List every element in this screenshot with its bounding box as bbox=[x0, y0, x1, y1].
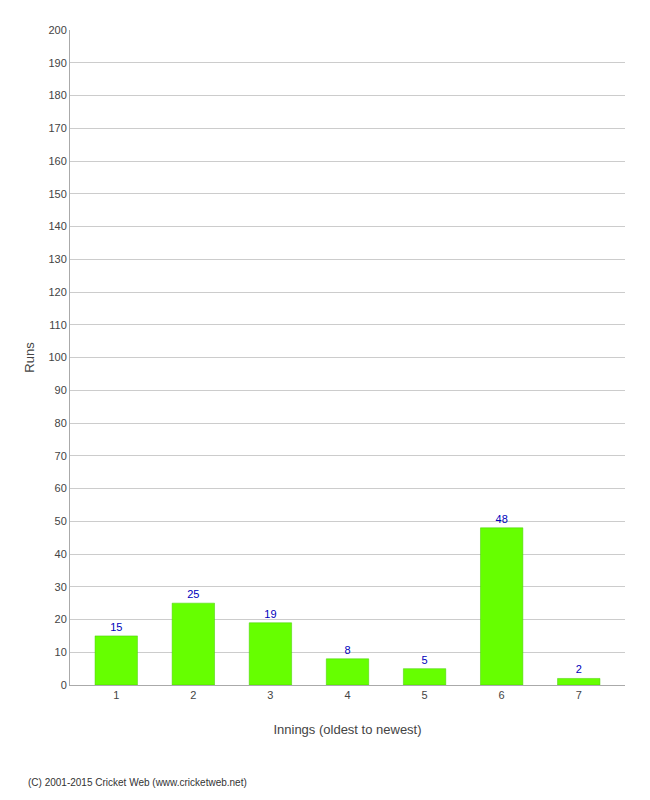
svg-text:(C) 2001-2015 Cricket Web (www: (C) 2001-2015 Cricket Web (www.cricketwe… bbox=[28, 777, 247, 788]
svg-text:2: 2 bbox=[190, 689, 196, 701]
svg-text:30: 30 bbox=[55, 581, 67, 593]
svg-text:0: 0 bbox=[61, 679, 67, 691]
svg-text:2: 2 bbox=[576, 663, 582, 675]
svg-text:6: 6 bbox=[499, 689, 505, 701]
svg-text:50: 50 bbox=[55, 515, 67, 527]
svg-text:80: 80 bbox=[55, 417, 67, 429]
svg-text:7: 7 bbox=[576, 689, 582, 701]
svg-text:160: 160 bbox=[48, 155, 66, 167]
svg-text:180: 180 bbox=[48, 89, 66, 101]
svg-text:Innings (oldest to newest): Innings (oldest to newest) bbox=[273, 722, 421, 737]
svg-text:120: 120 bbox=[48, 286, 66, 298]
svg-text:4: 4 bbox=[344, 689, 350, 701]
svg-text:200: 200 bbox=[48, 24, 66, 36]
svg-text:Runs: Runs bbox=[22, 342, 37, 373]
svg-text:130: 130 bbox=[48, 253, 66, 265]
svg-text:5: 5 bbox=[422, 654, 428, 666]
svg-text:20: 20 bbox=[55, 613, 67, 625]
svg-text:60: 60 bbox=[55, 482, 67, 494]
svg-text:48: 48 bbox=[496, 513, 508, 525]
svg-text:1: 1 bbox=[113, 689, 119, 701]
svg-text:19: 19 bbox=[264, 608, 276, 620]
svg-text:70: 70 bbox=[55, 450, 67, 462]
svg-text:3: 3 bbox=[267, 689, 273, 701]
svg-text:90: 90 bbox=[55, 384, 67, 396]
svg-text:150: 150 bbox=[48, 188, 66, 200]
svg-text:100: 100 bbox=[48, 351, 66, 363]
svg-text:10: 10 bbox=[55, 646, 67, 658]
svg-text:5: 5 bbox=[422, 689, 428, 701]
svg-text:8: 8 bbox=[344, 644, 350, 656]
svg-text:190: 190 bbox=[48, 57, 66, 69]
svg-text:140: 140 bbox=[48, 220, 66, 232]
svg-text:40: 40 bbox=[55, 548, 67, 560]
svg-text:170: 170 bbox=[48, 122, 66, 134]
svg-text:110: 110 bbox=[49, 319, 67, 331]
svg-text:15: 15 bbox=[110, 621, 122, 633]
svg-text:25: 25 bbox=[187, 588, 199, 600]
